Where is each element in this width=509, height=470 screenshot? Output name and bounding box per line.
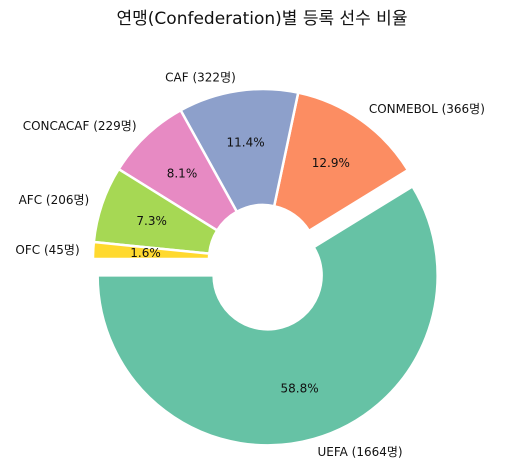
pie-slice-0	[96, 184, 439, 447]
pct-label-3: 8.1%	[167, 167, 198, 181]
pct-label-2: 11.4%	[227, 136, 265, 150]
slices-layer	[91, 87, 439, 447]
pct-label-5: 1.6%	[130, 246, 161, 260]
pie-slice-1	[272, 91, 410, 233]
pct-label-1: 12.9%	[312, 156, 350, 170]
slice-label-1: CONMEBOL (366명)	[369, 102, 485, 116]
pct-label-4: 7.3%	[136, 214, 167, 228]
slice-label-0: UEFA (1664명)	[317, 445, 402, 459]
slice-label-3: CONCACAF (229명)	[23, 119, 137, 133]
labels-layer: 58.8% UEFA (1664명) 12.9% CONMEBOL (366명) 11.…	[15, 70, 484, 459]
pct-label-0: 58.8%	[281, 382, 319, 396]
pie-slice-5	[91, 240, 211, 261]
slice-label-2: CAF (322명)	[165, 70, 236, 84]
chart-title: 연맹(Confederation)별 등록 선수 비율	[117, 9, 408, 29]
pie-slice-2	[178, 87, 300, 214]
slice-label-4: AFC (206명)	[19, 193, 90, 207]
slice-label-5: OFC (45명)	[15, 243, 79, 257]
